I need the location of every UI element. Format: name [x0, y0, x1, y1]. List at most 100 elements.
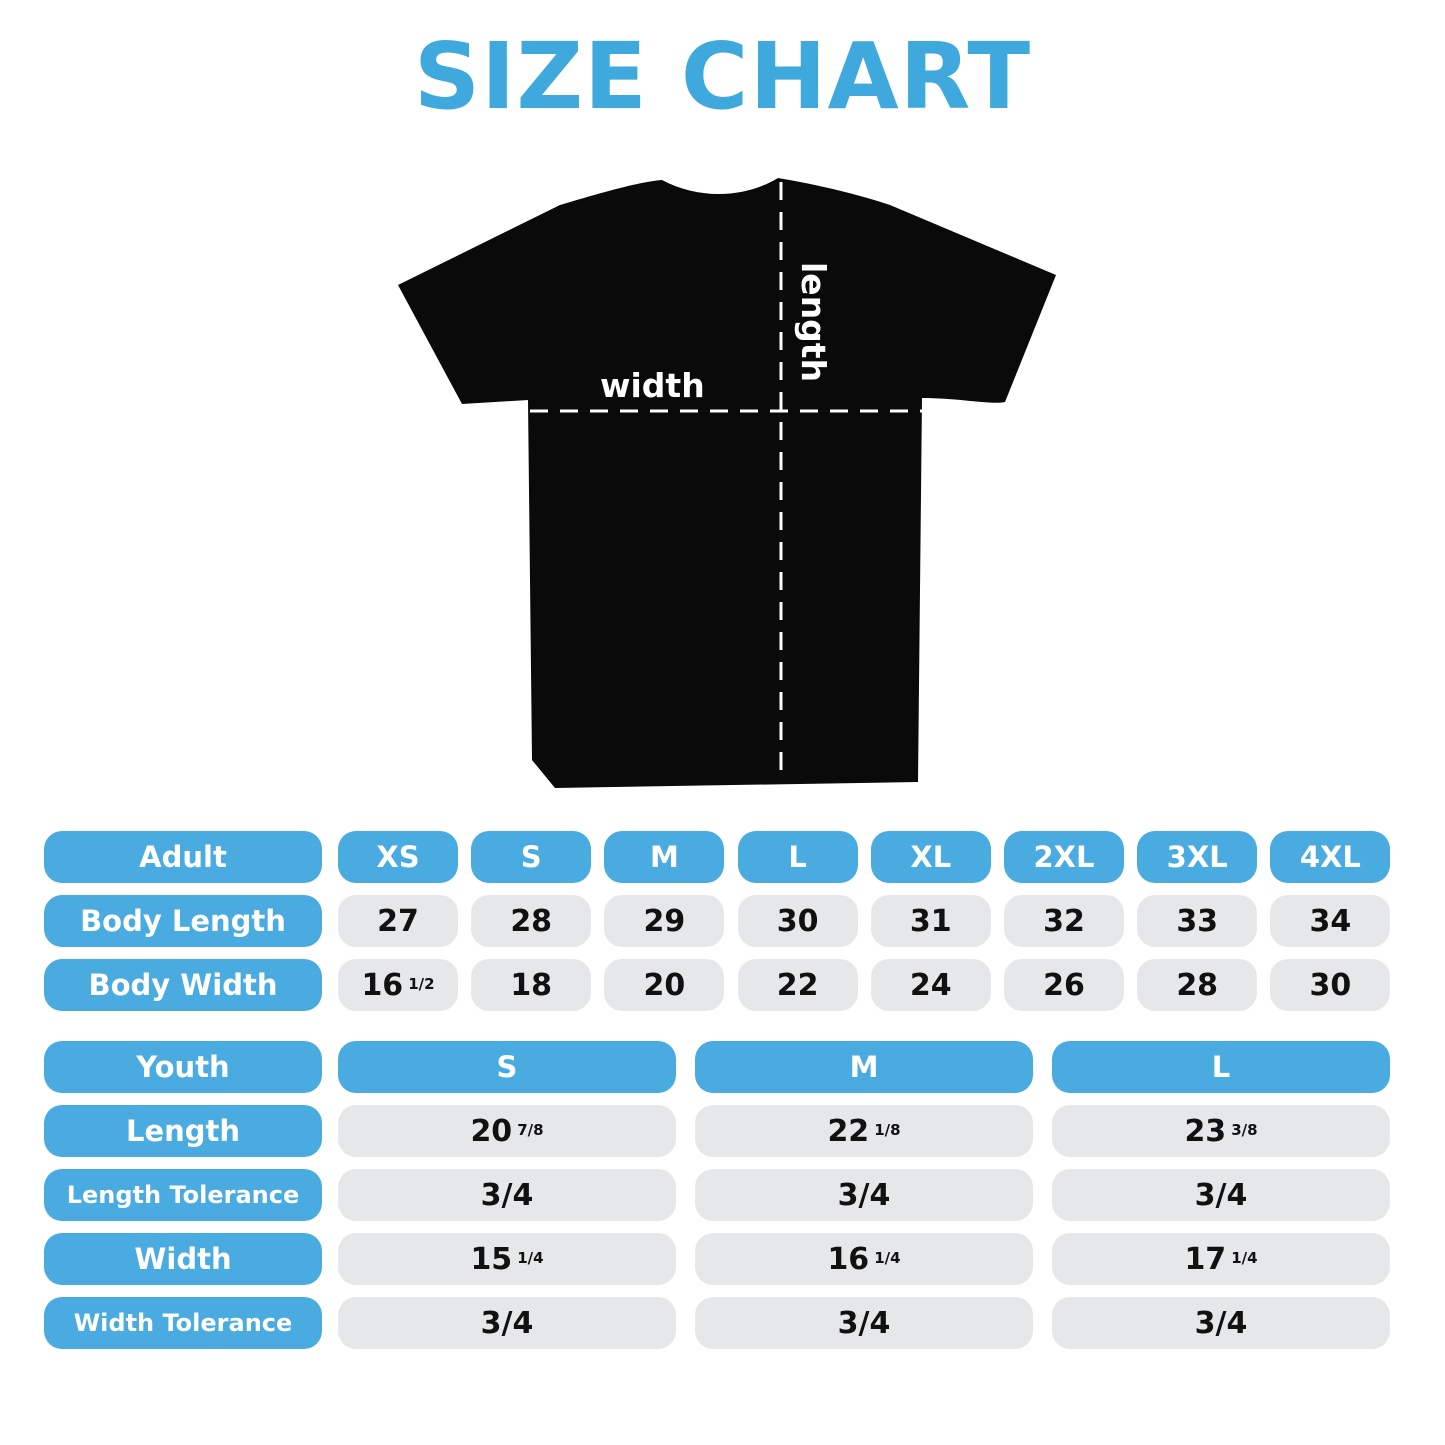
cell-value: Length — [125, 1114, 241, 1148]
cell-value: 27 — [377, 903, 419, 939]
table-cell: 3/4 — [695, 1169, 1033, 1221]
youth-size-header: S — [338, 1041, 676, 1093]
cell-value: 4XL — [1299, 840, 1361, 874]
row-label: Body Width — [44, 959, 322, 1011]
row-label: Width — [44, 1233, 322, 1285]
cell-value: 28 — [1176, 967, 1219, 1003]
cell-value: XL — [910, 840, 952, 874]
cell-value: 22 — [827, 1113, 870, 1149]
cell-fraction: 1/4 — [517, 1249, 544, 1267]
cell-value: 32 — [1043, 903, 1085, 939]
cell-value: 20 — [643, 967, 686, 1003]
cell-value: Width — [134, 1242, 232, 1276]
table-cell: 22 1/8 — [695, 1105, 1033, 1157]
table-cell: 15 1/4 — [338, 1233, 676, 1285]
cell-value: 20 — [470, 1113, 513, 1149]
cell-value: 30 — [776, 903, 819, 939]
cell-value: Length Tolerance — [66, 1181, 300, 1209]
table-cell: 3/4 — [338, 1297, 676, 1349]
cell-value: 26 — [1043, 967, 1085, 1003]
table-cell: 3/4 — [695, 1297, 1033, 1349]
cell-value: 3XL — [1166, 840, 1228, 874]
table-cell: 32 — [1004, 895, 1124, 947]
table-cell: 34 — [1270, 895, 1391, 947]
cell-value: 29 — [643, 903, 686, 939]
page-title: SIZE CHART — [413, 23, 1032, 130]
cell-value: L — [1211, 1050, 1231, 1084]
adult-header: Adult — [44, 831, 322, 883]
cell-value: 3/4 — [1194, 1305, 1248, 1341]
cell-value: S — [520, 840, 542, 874]
table-cell: 22 — [737, 959, 858, 1011]
cell-fraction: 1/2 — [408, 975, 435, 993]
cell-fraction: 7/8 — [517, 1121, 544, 1139]
adult-size-header: 3XL — [1137, 831, 1258, 883]
cell-fraction: 1/8 — [874, 1121, 901, 1139]
cell-value: 33 — [1176, 903, 1219, 939]
table-cell: 17 1/4 — [1052, 1233, 1390, 1285]
table-cell: 29 — [604, 895, 725, 947]
table-cell: 20 — [604, 959, 725, 1011]
length-label: length — [794, 262, 833, 382]
table-cell: 3/4 — [338, 1169, 676, 1221]
cell-value: S — [496, 1050, 518, 1084]
cell-fraction: 3/8 — [1231, 1121, 1258, 1139]
row-label: Length Tolerance — [44, 1169, 322, 1221]
table-cell: 23 3/8 — [1052, 1105, 1390, 1157]
adult-size-header: 4XL — [1270, 831, 1391, 883]
cell-value: 34 — [1309, 903, 1352, 939]
cell-value: 16 — [361, 967, 404, 1003]
cell-value: 15 — [470, 1241, 513, 1277]
cell-value: 28 — [510, 903, 553, 939]
adult-size-header: L — [737, 831, 858, 883]
youth-size-header: M — [695, 1041, 1033, 1093]
adult-size-header: XL — [870, 831, 991, 883]
row-label: Length — [44, 1105, 322, 1157]
adult-size-header: M — [604, 831, 725, 883]
table-cell: 33 — [1137, 895, 1258, 947]
table-cell: 28 — [1137, 959, 1258, 1011]
cell-value: 3/4 — [837, 1305, 891, 1341]
cell-value: XS — [376, 840, 420, 874]
cell-value: 23 — [1184, 1113, 1227, 1149]
table-cell: 3/4 — [1052, 1297, 1390, 1349]
cell-value: 18 — [510, 967, 553, 1003]
cell-value: 17 — [1184, 1241, 1227, 1277]
tshirt-illustration: width length — [398, 178, 1056, 788]
cell-fraction: 1/4 — [874, 1249, 901, 1267]
row-label: Width Tolerance — [44, 1297, 322, 1349]
cell-value: 3/4 — [1194, 1177, 1248, 1213]
cell-value: Body Length — [80, 904, 286, 938]
tshirt-shape — [398, 178, 1056, 788]
table-cell: 30 — [737, 895, 858, 947]
adult-size-header: S — [471, 831, 592, 883]
table-cell: 20 7/8 — [338, 1105, 676, 1157]
cell-value: Adult — [139, 840, 227, 874]
cell-value: Youth — [136, 1050, 230, 1084]
adult-size-header: XS — [338, 831, 458, 883]
cell-value: 24 — [909, 967, 952, 1003]
table-cell: 30 — [1270, 959, 1391, 1011]
adult-size-header: 2XL — [1004, 831, 1124, 883]
youth-header: Youth — [44, 1041, 322, 1093]
table-cell: 28 — [471, 895, 592, 947]
cell-value: 3/4 — [480, 1305, 534, 1341]
cell-value: 3/4 — [837, 1177, 891, 1213]
youth-size-header: L — [1052, 1041, 1390, 1093]
table-cell: 3/4 — [1052, 1169, 1390, 1221]
cell-value: 22 — [776, 967, 819, 1003]
table-cell: 16 1/2 — [338, 959, 458, 1011]
cell-value: M — [649, 840, 679, 874]
table-cell: 27 — [338, 895, 458, 947]
cell-value: L — [788, 840, 807, 874]
table-cell: 18 — [471, 959, 592, 1011]
cell-fraction: 1/4 — [1231, 1249, 1258, 1267]
width-label: width — [600, 366, 705, 405]
cell-value: 2XL — [1033, 840, 1095, 874]
cell-value: M — [849, 1050, 879, 1084]
cell-value: 30 — [1309, 967, 1352, 1003]
table-cell: 26 — [1004, 959, 1124, 1011]
cell-value: Body Width — [88, 968, 278, 1002]
cell-value: 16 — [827, 1241, 870, 1277]
table-cell: 24 — [870, 959, 991, 1011]
